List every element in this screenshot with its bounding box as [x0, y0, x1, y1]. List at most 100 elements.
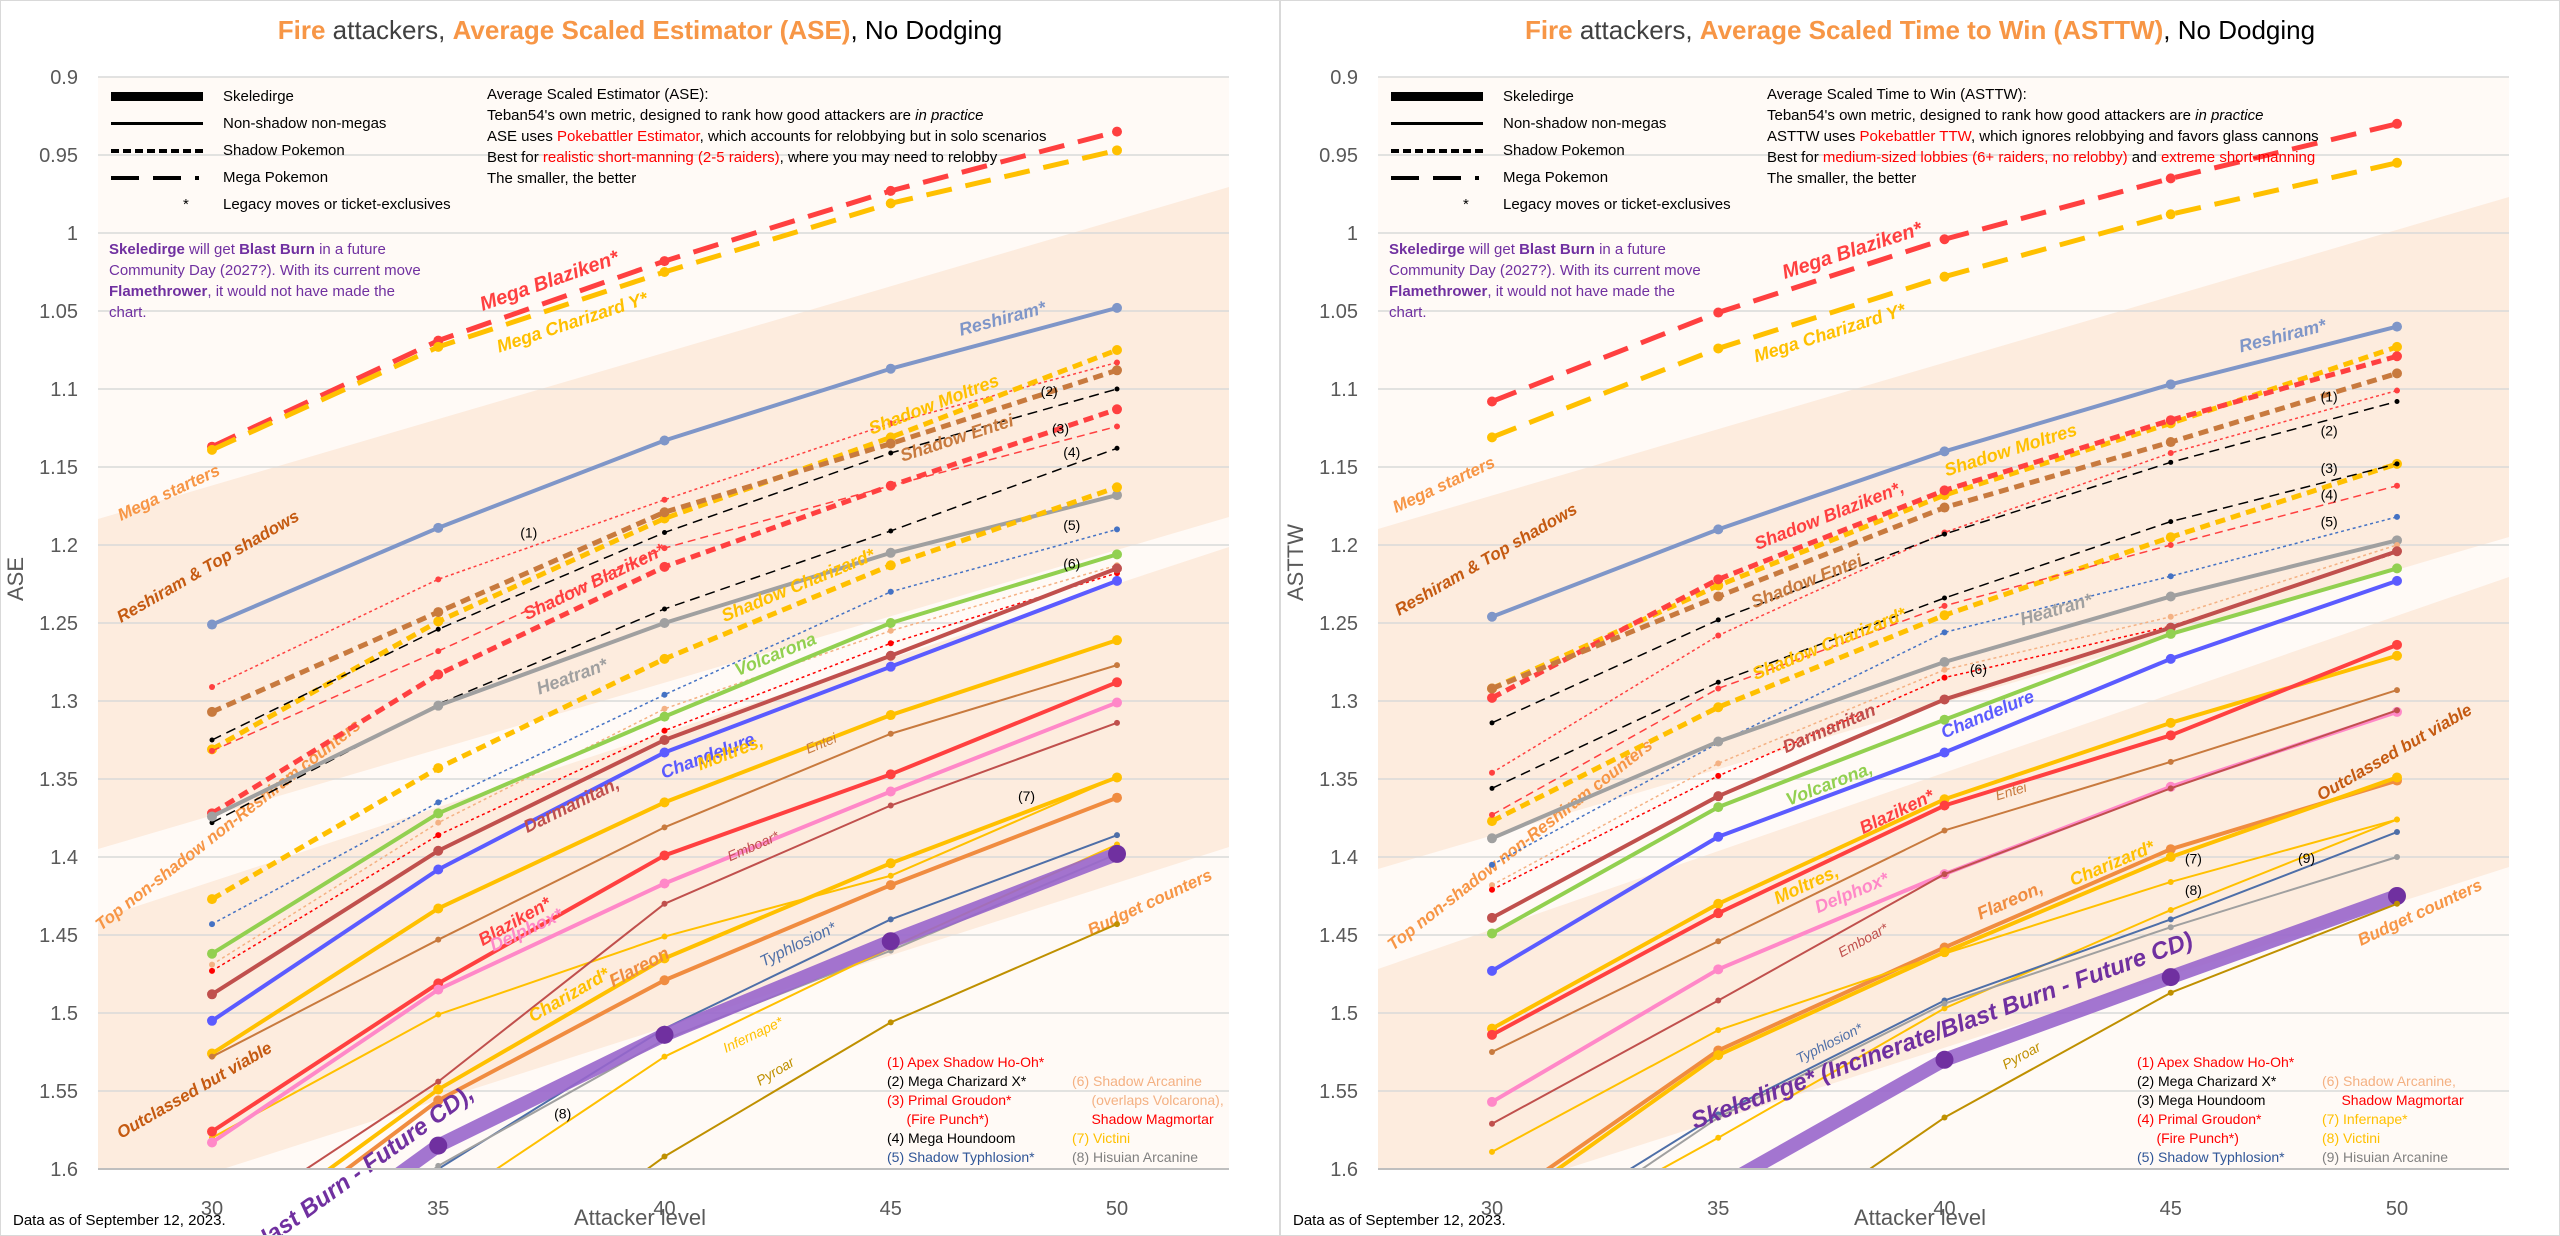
- title-part: , No Dodging: [2163, 15, 2316, 45]
- data-point: [2165, 415, 2176, 426]
- data-point: [2161, 968, 2180, 987]
- data-point: [207, 1137, 217, 1148]
- y-tick-label: 1.25: [1319, 613, 1358, 635]
- y-tick-label: 1.4: [1330, 847, 1358, 869]
- legend-item-non-shadow-non-megas: Non-shadow non-megas: [111, 110, 451, 137]
- series-skeledirge-incinerate-blast-burn-future-cd: [393, 844, 1126, 1169]
- data-point: [1114, 832, 1120, 839]
- note-text: , it would not have made the chart.: [1389, 283, 1675, 321]
- y-tick-label: 1.2: [1330, 535, 1358, 557]
- data-point: [1713, 831, 1724, 842]
- data-point: [2165, 717, 2176, 728]
- data-point: [2392, 563, 2402, 574]
- data-point: [209, 967, 215, 974]
- series-3-mega-houndoom: [1489, 461, 2400, 791]
- data-point: [1939, 800, 1950, 811]
- data-point: [2167, 924, 2174, 931]
- legend-swatch: [111, 175, 205, 180]
- footnote-entry: (overlaps Volcarona),: [1072, 1092, 1224, 1108]
- series-label: (2): [2321, 423, 2338, 439]
- description-line: Average Scaled Estimator (ASE):: [487, 84, 1046, 105]
- legend-label: Non-shadow non-megas: [1503, 115, 1667, 132]
- data-point: [1487, 912, 1497, 923]
- data-point: [1713, 736, 1724, 747]
- data-point: [1112, 482, 1122, 493]
- series-label: (5): [2321, 514, 2338, 530]
- data-point: [2165, 532, 2176, 543]
- data-point: [2167, 916, 2174, 923]
- y-axis-label: ASTTW: [1283, 524, 1308, 601]
- data-point: [885, 198, 896, 209]
- x-tick-label: 40: [653, 1198, 675, 1220]
- data-point: [659, 653, 670, 664]
- description-text: ASTTW uses: [1767, 128, 1860, 145]
- data-point: [885, 618, 896, 628]
- data-point: [885, 858, 896, 869]
- legend-label: Skeledirge: [223, 88, 294, 105]
- footnote-entry: (2) Mega Charizard X*: [887, 1073, 1027, 1089]
- data-point: [659, 711, 670, 722]
- note-text: Skeledirge: [1389, 241, 1465, 258]
- data-point: [659, 850, 670, 861]
- data-point: [887, 872, 894, 879]
- data-point: [2167, 613, 2174, 620]
- y-tick-label: 1.55: [39, 1081, 78, 1103]
- note-text: Blast Burn: [1519, 241, 1595, 258]
- footnote-entry: (Fire Punch*): [2137, 1130, 2239, 1146]
- data-point: [1941, 1005, 1948, 1012]
- data-point: [1713, 908, 1724, 919]
- series-heatran: [1487, 535, 2402, 844]
- data-point: [435, 1162, 442, 1169]
- data-point: [659, 953, 670, 964]
- description-text: Teban54's own metric, designed to rank h…: [487, 107, 916, 124]
- data-point: [435, 648, 442, 655]
- data-point: [207, 894, 217, 905]
- skeledirge-note: Skeledirge will get Blast Burn in a futu…: [1389, 239, 1709, 323]
- data-point: [2165, 852, 2176, 862]
- footnote-entry: (8) Victini: [2322, 1130, 2381, 1146]
- description-text: The smaller, the better: [1767, 170, 1917, 187]
- series-label: (9): [2298, 850, 2315, 866]
- footnote-entry: (5) Shadow Typhlosion*: [887, 1149, 1035, 1165]
- data-point: [888, 528, 894, 534]
- description-text: extreme short-manning: [2160, 149, 2316, 166]
- data-point: [659, 878, 670, 889]
- data-point: [2394, 387, 2400, 394]
- data-point: [661, 545, 668, 552]
- data-point: [433, 808, 444, 819]
- y-tick-label: 0.9: [1330, 67, 1358, 89]
- data-point: [1112, 549, 1122, 560]
- series-emboar: [1489, 707, 2400, 1127]
- data-point: [2167, 989, 2174, 996]
- x-tick-label: 40: [1933, 1198, 1955, 1220]
- x-tick-label: 45: [2160, 1198, 2182, 1220]
- data-point: [661, 824, 668, 831]
- data-point: [887, 640, 894, 647]
- series-label: (7): [2185, 851, 2202, 867]
- y-tick-label: 1.3: [50, 691, 78, 713]
- data-point: [661, 1053, 668, 1060]
- series-label: (1): [2321, 388, 2338, 404]
- data-point: [207, 619, 217, 630]
- y-tick-label: 1.35: [1319, 769, 1358, 791]
- data-point: [1939, 502, 1950, 513]
- data-point: [1939, 610, 1950, 621]
- legend-swatch: [111, 122, 205, 125]
- data-point: [435, 1011, 442, 1018]
- note-text: Skeledirge: [109, 241, 185, 258]
- data-point: [661, 705, 668, 712]
- y-tick-label: 1: [67, 223, 78, 245]
- series-reshiram: [207, 302, 1122, 630]
- footnote-entry: (1) Apex Shadow Ho-Oh*: [2137, 1054, 2295, 1070]
- series-heatran: [207, 490, 1122, 822]
- series-label: (6): [1970, 661, 1987, 677]
- data-point: [1939, 747, 1950, 758]
- data-point: [1489, 1049, 1495, 1055]
- data-point: [209, 1053, 215, 1060]
- x-tick-label: 50: [1106, 1198, 1128, 1220]
- data-point: [1112, 490, 1122, 501]
- data-point: [1114, 662, 1120, 669]
- data-point: [1112, 575, 1122, 586]
- data-point: [209, 820, 215, 826]
- data-point: [661, 691, 668, 698]
